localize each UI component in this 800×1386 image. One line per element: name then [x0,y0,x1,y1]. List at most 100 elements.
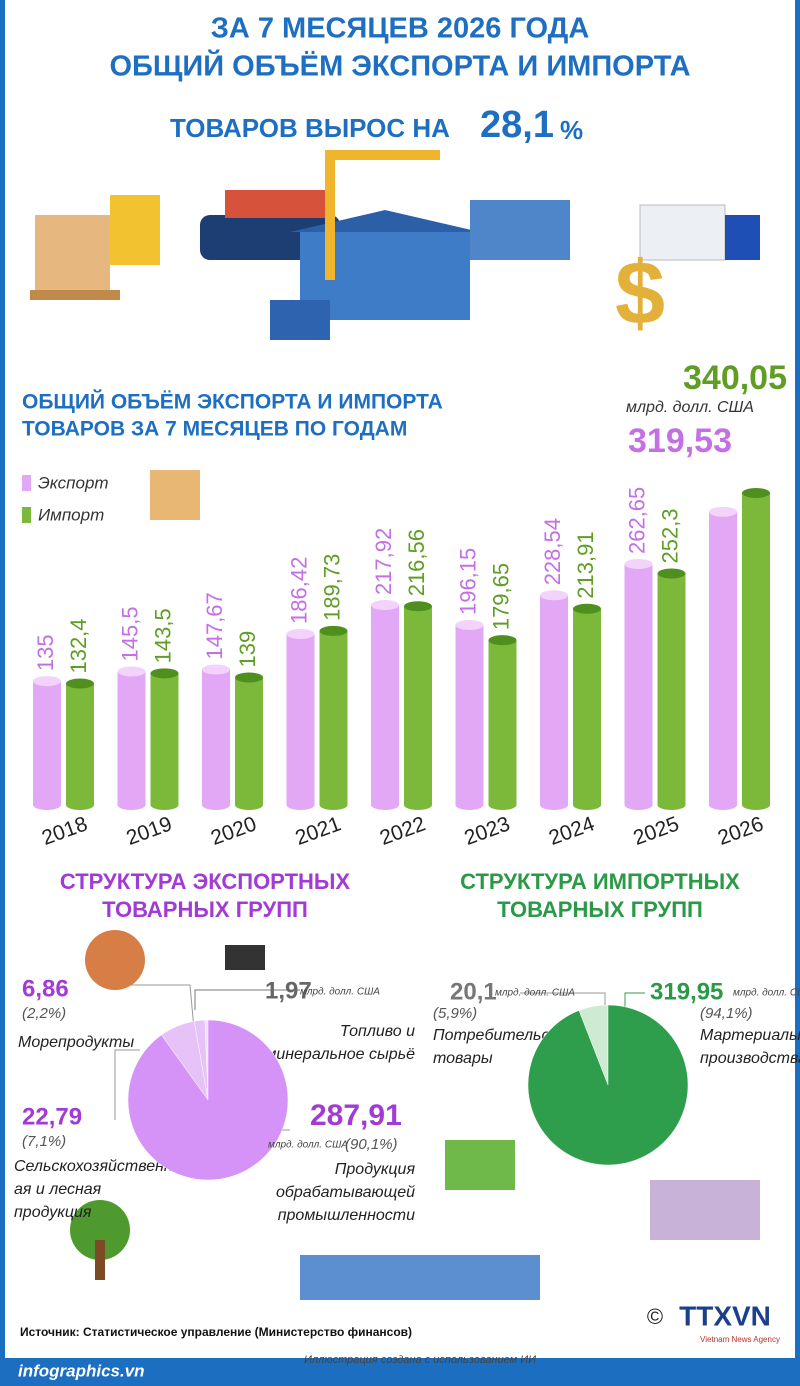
pie-title: ТОВАРНЫХ ГРУПП [497,897,703,922]
bar-cap [455,620,484,631]
legend-label: Экспорт [38,473,109,492]
bar-base [573,800,601,810]
unit-label: млрд. долл. США [300,987,380,998]
bar [742,493,770,805]
bar-base [202,800,230,810]
value-label: 139 [235,631,260,668]
bar-cap [66,678,94,689]
category-label: минеральное сырьё [265,1046,415,1063]
value-label: 340,05 [683,359,787,397]
bar-base [455,800,484,810]
bar-base [150,800,179,810]
bar-cap [709,506,737,517]
bar-cap [117,666,146,677]
value-label: 319,95 [650,978,723,1005]
bar [455,625,484,805]
category-label: Топливо и [340,1023,415,1040]
bar [202,669,230,805]
bar-cap [573,603,601,614]
value-label: 287,91 [310,1099,402,1132]
logo: TTXVN [679,1300,771,1331]
leader-line [194,989,300,1010]
value-label: 143,5 [150,608,175,663]
bar-base [624,800,653,810]
bar-base [33,800,61,810]
svg-text:$: $ [615,244,665,344]
category-label: Продукция [335,1161,416,1178]
value-label: 217,92 [371,528,396,595]
illustration: $ [30,150,760,1300]
note: Иллюстрация создана с использованием ИИ [304,1354,536,1366]
chart-title: ОБЩИЙ ОБЪЁМ ЭКСПОРТА И ИМПОРТА [22,390,443,414]
bar [371,605,399,805]
legend-swatch [22,507,31,523]
value-label: 262,65 [624,487,649,554]
bar-cap [150,668,179,679]
leader-line [114,1049,140,1120]
unit-label: млрд. долл. США [733,988,800,999]
value-label: 319,53 [628,422,732,460]
pie-title: СТРУКТУРА ИМПОРТНЫХ [460,869,740,894]
bar-cap [33,676,61,687]
source: Источник: Статистическое управление (Мин… [20,1325,412,1339]
category-label: обрабатывающей [276,1184,415,1201]
bar-cap [488,635,517,646]
value-label: 20,1 [450,978,497,1005]
pie-title: СТРУКТУРА ЭКСПОРТНЫХ [60,869,351,894]
category-label: Морепродукты [18,1034,134,1051]
bar [404,606,432,805]
share-label: (5,9%) [433,1005,477,1022]
bar [319,630,348,805]
category-label: промышленности [278,1207,415,1224]
bar-base [488,800,517,810]
value-label: 6,86 [22,975,69,1002]
category-label: товары [433,1050,493,1067]
leader-line [520,992,606,1010]
bar-cap [202,664,230,675]
legend-label: Импорт [38,505,104,524]
value-label: 135 [33,634,58,671]
legend-swatch [22,475,31,491]
share-label: (94,1%) [700,1005,753,1022]
bar-base [404,800,432,810]
bar-base [742,800,770,810]
bar [66,683,94,805]
share-label: (7,1%) [22,1133,66,1150]
site: infographics.vn [18,1361,145,1380]
title-line: ОБЩИЙ ОБЪЁМ ЭКСПОРТА И ИМПОРТА [109,49,690,83]
bar-cap [371,600,399,611]
pie-slice [127,1019,289,1181]
category-label: Сельскохозяйственн [14,1158,173,1175]
share-label: (90,1%) [345,1136,398,1153]
bar-base [235,800,263,810]
bar [657,573,686,805]
value-label: 179,65 [488,563,513,630]
border [795,0,800,1386]
value-label: 132,4 [66,618,91,673]
category-label: Потребительские [433,1027,575,1044]
bar-cap [742,488,770,498]
bar [235,677,263,805]
bar-cap [319,625,348,636]
bar-base [117,800,146,810]
border [0,0,5,1386]
growth-unit: % [560,115,583,145]
unit-label: млрд. долл. США [495,988,575,999]
value-label: 196,15 [455,548,480,615]
bar-base [286,800,315,810]
category-label: производства [700,1050,800,1067]
unit-label: млрд. долл. США [268,1140,348,1151]
bar-cap [404,601,432,612]
bar-cap [286,628,315,639]
value-label: 1,97 [265,977,312,1004]
bar [286,633,315,805]
share-label: (2,2%) [22,1005,66,1022]
pies [127,1004,689,1181]
value-label: 145,5 [117,606,142,661]
growth: 28,1 [480,104,554,146]
bar [33,681,61,805]
category-label: ая и лесная [14,1181,102,1198]
bar [117,671,146,805]
bar-base [709,800,737,810]
